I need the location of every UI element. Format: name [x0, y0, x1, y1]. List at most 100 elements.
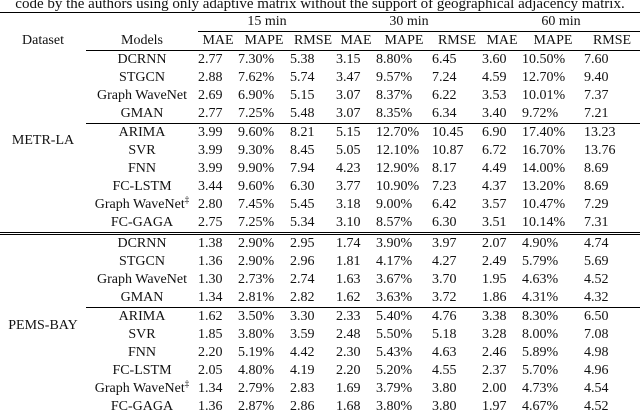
metric-value: 2.77	[198, 50, 238, 69]
models-header: Models	[121, 32, 163, 48]
metric-value: 5.15	[290, 88, 315, 103]
metric-value: 4.76	[432, 307, 482, 326]
metric-value: 6.45	[432, 50, 482, 69]
model-label: STGCN	[119, 254, 165, 269]
metric-value: 4.98	[584, 345, 609, 360]
metric-value: 3.47	[336, 70, 361, 85]
metric-value: 5.34	[290, 215, 315, 230]
metric-value: 7.94	[290, 161, 315, 176]
metric-value: 2.86	[290, 399, 315, 414]
metric-value: 5.15	[336, 123, 376, 142]
model-name: DCRNN	[86, 50, 198, 69]
metric-value: 4.42	[290, 345, 315, 360]
metric-value: 3.18	[336, 197, 361, 212]
metric-value: 5.74	[290, 70, 315, 85]
metric-value: 2.33	[336, 307, 376, 326]
metric-value: 2.73%	[238, 272, 275, 287]
metric-value: 4.67%	[522, 399, 559, 414]
metric-value: 7.31	[584, 215, 609, 230]
metric-value: 9.30%	[238, 143, 275, 158]
metric-value: 7.25%	[238, 106, 275, 121]
metric-value: 10.87	[432, 143, 464, 158]
metric-value: 4.52	[584, 399, 609, 414]
metric-value: 7.24	[432, 70, 457, 85]
metric-value: 12.70%	[522, 70, 566, 85]
metric-value: 2.69	[198, 88, 223, 103]
metric-value: 7.25%	[238, 215, 275, 230]
metric-value: 9.00%	[376, 197, 413, 212]
metric-value: 10.14%	[522, 215, 566, 230]
table-row: FNN 2.20 5.19% 4.42 2.30 5.43% 4.63 2.46 5.89% 4.…	[0, 344, 640, 362]
metric-value: 3.51	[482, 215, 507, 230]
metric-value: 10.90%	[376, 179, 420, 194]
metric-value: 9.72%	[522, 106, 559, 121]
metric-value: 4.59	[482, 70, 507, 85]
metric-value: 2.88	[198, 70, 223, 85]
metric-value: 7.60	[584, 50, 640, 69]
model-name: Graph WaveNet‡	[86, 379, 198, 398]
metric-value: 3.99	[198, 123, 238, 142]
metric-value: 2.79%	[238, 381, 275, 396]
metric-value: 1.62	[336, 290, 361, 305]
metric-value: 8.21	[290, 123, 336, 142]
table-row: Graph WaveNet 1.30 2.73% 2.74 1.63 3.67% 3.70 1…	[0, 271, 640, 289]
metric-value: 2.87%	[238, 399, 275, 414]
metric-value: 8.17	[432, 161, 457, 176]
metric-value: 5.79%	[522, 254, 559, 269]
table-row: PEMS-BAY DCRNN 1.38 2.90% 2.95 1.74 3.90% 3.97 2…	[0, 232, 640, 416]
model-name: STGCN	[86, 253, 198, 271]
metric-value: 1.34	[198, 381, 223, 396]
metric-value: 7.29	[584, 197, 609, 212]
model-name: FNN	[86, 344, 198, 362]
table-row: STGCN 1.36 2.90% 2.96 1.81 4.17% 4.27 2.49 5.79%…	[0, 253, 640, 271]
model-label: FC-LSTM	[112, 363, 172, 378]
metric-value: 3.80%	[376, 399, 413, 414]
metric-value: 3.80%	[238, 327, 275, 342]
model-name: SVR	[86, 326, 198, 344]
metric-value: 4.49	[482, 161, 507, 176]
metric-value: 3.53	[482, 88, 507, 103]
metric-value: 6.72	[482, 143, 507, 158]
metric-value: 2.48	[336, 327, 361, 342]
model-name: FC-LSTM	[86, 362, 198, 380]
metric-value: 3.30	[290, 307, 336, 326]
table-row: Graph WaveNet‡ 2.80 7.45% 5.45 3.18 9.00% 6.42…	[0, 195, 640, 214]
metric-value: 3.15	[336, 50, 376, 69]
metric-value: 14.00%	[522, 161, 566, 176]
model-label: ARIMA	[118, 309, 166, 324]
metric-header: MAE	[198, 31, 238, 51]
model-label: Graph WaveNet	[94, 381, 185, 396]
results-body: METR-LA DCRNN 2.77 7.30% 5.38 3.15 8.80% 6.45 3.…	[0, 50, 640, 416]
metric-value: 4.27	[432, 254, 457, 269]
metric-value: 5.43%	[376, 345, 413, 360]
metric-value: 4.52	[584, 272, 609, 287]
model-name: FC-LSTM	[86, 178, 198, 196]
metric-value: 1.62	[198, 307, 238, 326]
metric-value: 12.90%	[376, 161, 420, 176]
metric-value: 1.74	[336, 232, 376, 253]
metric-value: 4.55	[432, 363, 457, 378]
metric-value: 3.67%	[376, 272, 413, 287]
metric-value: 4.80%	[238, 363, 275, 378]
metric-value: 2.90%	[238, 254, 275, 269]
horizon-60-header: 60 min	[482, 12, 640, 32]
table-row: FC-GAGA 1.36 2.87% 2.86 1.68 3.80% 3.80 1.97 4.6…	[0, 398, 640, 416]
metric-value: 5.48	[290, 106, 315, 121]
table-row: SVR 1.85 3.80% 3.59 2.48 5.50% 5.18 3.28 8.00% 7.…	[0, 326, 640, 344]
model-label: Graph WaveNet	[97, 272, 187, 287]
model-label: STGCN	[119, 70, 165, 85]
metric-value: 2.05	[198, 363, 223, 378]
metric-header: RMSE	[584, 31, 640, 51]
model-name: ARIMA	[86, 123, 198, 142]
metric-value: 8.57%	[376, 215, 413, 230]
metric-value: 5.19%	[238, 345, 275, 360]
metric-value: 2.37	[482, 363, 507, 378]
metric-value: 5.38	[290, 50, 336, 69]
metric-value: 7.23	[432, 179, 457, 194]
model-label: DCRNN	[117, 236, 167, 251]
metric-value: 10.47%	[522, 197, 566, 212]
table-row: ARIMA 1.62 3.50% 3.30 2.33 5.40% 4.76 3.38 8.30%…	[0, 307, 640, 326]
metric-value: 9.90%	[238, 161, 275, 176]
metric-value: 8.00%	[522, 327, 559, 342]
model-label: Graph WaveNet	[94, 197, 185, 212]
